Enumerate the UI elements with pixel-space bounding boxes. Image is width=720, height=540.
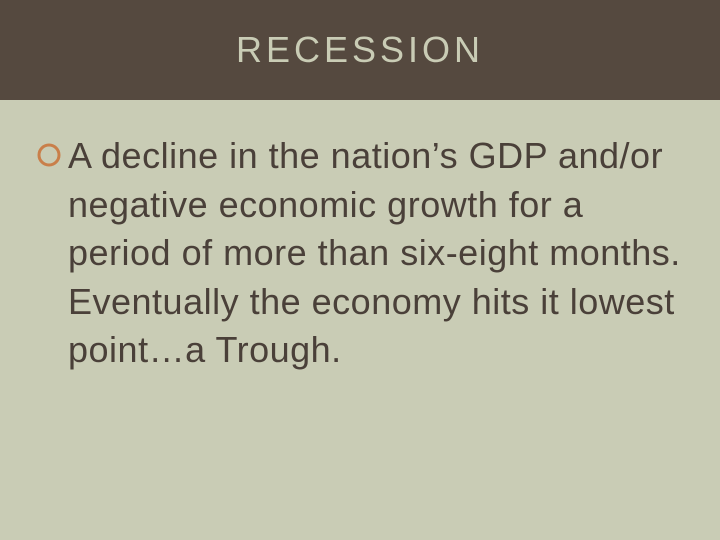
body-text: A decline in the nation’s GDP and/or neg…	[68, 132, 684, 375]
bullet-item: A decline in the nation’s GDP and/or neg…	[36, 132, 684, 375]
slide-body: A decline in the nation’s GDP and/or neg…	[0, 100, 720, 375]
slide-title: RECESSION	[236, 29, 484, 71]
slide-header: RECESSION	[0, 0, 720, 100]
circle-outline-icon	[36, 142, 62, 168]
